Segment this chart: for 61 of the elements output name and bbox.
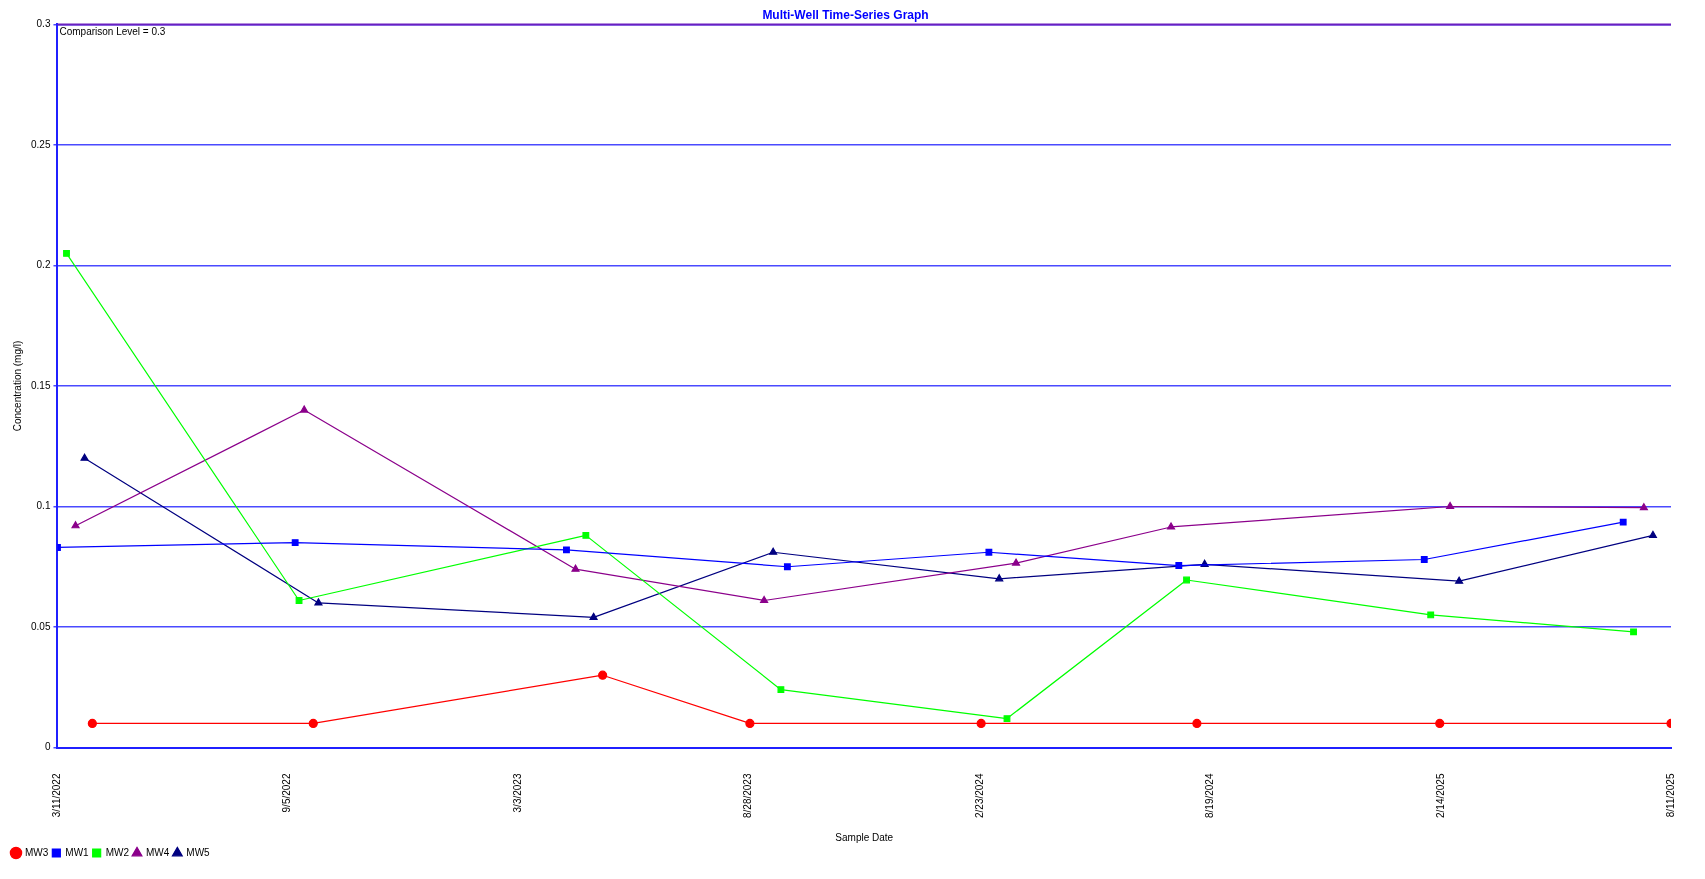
y-tick-label: 0.25 xyxy=(30,138,51,150)
point xyxy=(582,531,590,539)
point xyxy=(985,548,993,556)
point xyxy=(745,718,755,729)
point xyxy=(80,453,89,461)
point xyxy=(1175,562,1183,569)
point xyxy=(1648,530,1657,538)
x-axis-title: Sample Date xyxy=(835,831,894,843)
legend-label: MW4 xyxy=(145,846,170,858)
point xyxy=(1435,718,1445,729)
point xyxy=(63,249,70,257)
legend-label: MW1 xyxy=(65,846,90,858)
point xyxy=(1446,501,1455,510)
point xyxy=(571,564,580,572)
point xyxy=(1630,628,1637,636)
point xyxy=(300,405,309,413)
point xyxy=(314,598,323,606)
y-tick-label: 0.15 xyxy=(30,379,51,391)
point xyxy=(598,670,608,680)
y-tick-label: 0.05 xyxy=(30,620,51,632)
x-tick-label: 3/3/2023 xyxy=(512,773,524,813)
y-tick-label: 0 xyxy=(44,741,51,753)
point xyxy=(71,521,80,529)
point xyxy=(1011,558,1021,566)
point xyxy=(760,595,769,604)
point xyxy=(295,597,303,604)
point xyxy=(783,563,791,571)
x-tick-label: 9/5/2022 xyxy=(281,773,293,813)
x-tick-label: 8/28/2023 xyxy=(742,773,754,819)
point xyxy=(1639,503,1648,511)
point xyxy=(769,547,778,555)
y-tick-label: 0.3 xyxy=(36,18,51,30)
point xyxy=(1427,611,1435,619)
point xyxy=(1183,576,1190,584)
legend-label: MW5 xyxy=(186,846,211,858)
y-tick-label: 0.2 xyxy=(36,259,51,271)
point xyxy=(589,612,598,620)
legend-label: MW2 xyxy=(105,846,130,858)
point xyxy=(563,546,570,554)
point xyxy=(87,718,97,729)
point xyxy=(1420,556,1428,563)
x-tick-label: 2/23/2024 xyxy=(973,773,985,819)
point xyxy=(976,718,986,729)
x-tick-label: 3/11/2022 xyxy=(51,773,63,818)
point xyxy=(777,686,785,694)
legend-label: MW3 xyxy=(25,846,49,858)
point xyxy=(1003,715,1011,723)
x-tick-label: 8/19/2024 xyxy=(1203,773,1215,819)
point xyxy=(291,539,299,547)
x-tick-label: 2/14/2025 xyxy=(1434,773,1446,819)
ref-line-label: Comparison Level = 0.3 xyxy=(59,26,166,38)
chart-title: Multi-Well Time-Series Graph xyxy=(762,7,929,22)
y-axis-title: Concentration (mg/l) xyxy=(11,340,23,432)
point xyxy=(1619,518,1627,526)
point xyxy=(995,574,1004,582)
point xyxy=(1192,718,1202,729)
point xyxy=(1455,576,1464,584)
y-tick-label: 0.1 xyxy=(36,500,51,512)
x-tick-label: 8/11/2025 xyxy=(1664,773,1676,818)
point xyxy=(308,718,318,729)
point xyxy=(1166,522,1176,530)
